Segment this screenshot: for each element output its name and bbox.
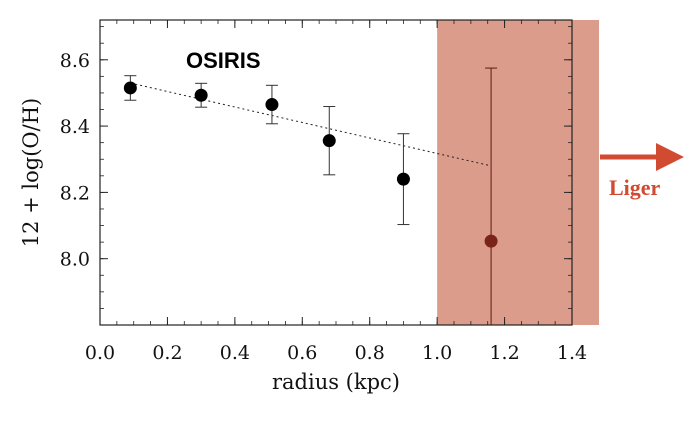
y-tick-label: 8.4 — [60, 116, 90, 138]
x-tick-label: 1.2 — [489, 342, 519, 364]
x-axis-title: radius (kpc) — [272, 370, 400, 394]
liger-arrow-head — [656, 143, 684, 171]
y-axis-title: 12 + log(O/H) — [19, 98, 43, 247]
data-point — [123, 81, 137, 95]
text-layer: 0.0 0.2 0.4 0.6 0.8 1.0 1.2 1.4 8.0 8.2 8.4 8.6 radi… — [19, 48, 684, 394]
data-point — [322, 134, 336, 148]
x-tick-label: 0.2 — [152, 342, 182, 364]
liger-region — [437, 20, 599, 325]
x-tick-label: 0.0 — [85, 342, 115, 364]
y-tick-label: 8.0 — [60, 249, 90, 271]
x-tick-label: 0.4 — [220, 342, 250, 364]
liger-region-layer — [437, 20, 599, 325]
data-point — [484, 234, 498, 248]
data-points-layer — [123, 67, 498, 325]
data-point — [265, 98, 279, 112]
fit-line — [130, 82, 492, 167]
data-point — [194, 88, 208, 102]
y-tick-label: 8.2 — [60, 182, 90, 204]
x-tick-label: 0.8 — [355, 342, 385, 364]
data-point — [396, 172, 410, 186]
y-tick-label: 8.6 — [60, 50, 90, 72]
fit-line-layer — [130, 82, 492, 167]
x-tick-label: 1.0 — [422, 342, 452, 364]
osiris-label: OSIRIS — [186, 48, 261, 73]
liger-label: Liger — [609, 175, 661, 200]
axes-layer — [99, 19, 573, 326]
x-tick-label: 0.6 — [287, 342, 317, 364]
x-tick-label: 1.4 — [557, 342, 587, 364]
